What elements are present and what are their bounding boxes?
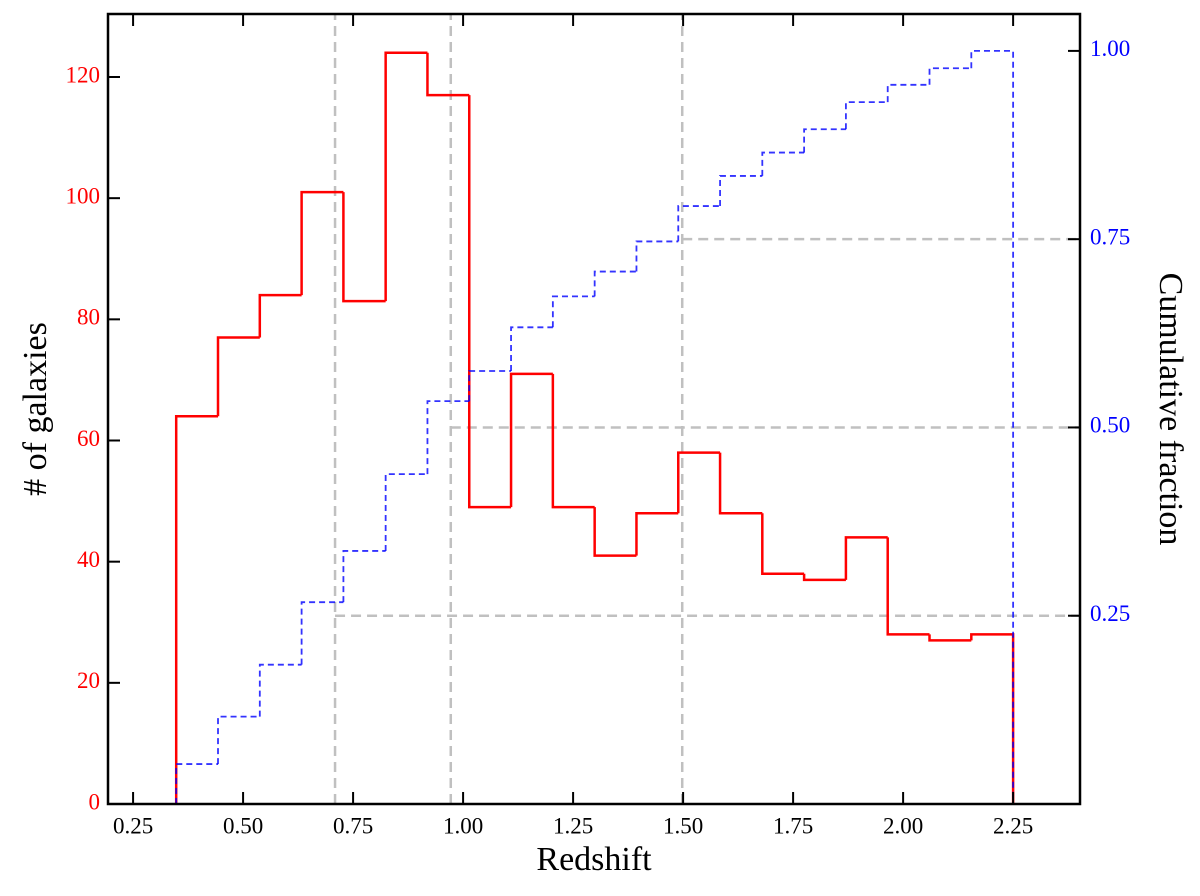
y2-tick-label: 0.75 xyxy=(1090,224,1130,249)
y-tick-label: 80 xyxy=(77,305,100,330)
histogram-step xyxy=(677,205,721,242)
x-tick-label: 2.00 xyxy=(883,813,923,838)
histogram-step xyxy=(342,550,386,603)
y-tick-label: 60 xyxy=(77,426,100,451)
histogram-step xyxy=(258,663,302,717)
histogram-step xyxy=(593,507,637,557)
y-tick-label: 20 xyxy=(77,668,100,693)
histogram-step xyxy=(845,101,888,130)
histogram-step xyxy=(551,373,595,509)
histogram-step xyxy=(426,400,470,475)
x-tick-label: 1.00 xyxy=(443,813,483,838)
histogram-step xyxy=(384,473,428,551)
histogram-step xyxy=(886,83,930,103)
x-tick-label: 1.50 xyxy=(663,813,703,838)
y-tick-label: 100 xyxy=(66,183,101,208)
histogram-step xyxy=(719,175,763,207)
histogram-step xyxy=(635,511,679,556)
histogram-step xyxy=(551,295,595,328)
histogram-step xyxy=(928,634,972,642)
histogram-step xyxy=(761,513,805,576)
x-tick-label: 0.50 xyxy=(223,813,263,838)
x-axis-label: Redshift xyxy=(536,841,652,878)
histogram-step xyxy=(426,52,470,97)
x-tick-label: 1.75 xyxy=(773,813,813,838)
histogram-step xyxy=(216,336,260,417)
histogram-step xyxy=(886,537,930,636)
histogram-step xyxy=(718,452,763,515)
histogram-step xyxy=(174,415,219,804)
histogram-step xyxy=(761,151,805,176)
histogram-step xyxy=(468,95,512,509)
histogram-step xyxy=(844,536,888,580)
histogram-step xyxy=(468,370,512,402)
x-tick-label: 1.25 xyxy=(553,813,593,838)
histogram-step xyxy=(509,372,553,508)
histogram-step xyxy=(217,715,260,765)
histogram-step xyxy=(342,192,386,303)
x-tick-label: 2.25 xyxy=(993,813,1033,838)
x-tick-label: 0.25 xyxy=(113,813,153,838)
plot-frame xyxy=(106,12,1082,806)
histogram-step xyxy=(970,50,1015,804)
histogram-step xyxy=(258,293,302,338)
y-axis-label: # of galaxies xyxy=(17,322,54,496)
x-tick-label: 0.75 xyxy=(333,813,373,838)
histogram-step xyxy=(635,240,679,272)
histogram-step xyxy=(175,763,219,804)
histogram-step xyxy=(300,601,344,665)
histogram-step xyxy=(803,128,846,153)
y2-tick-label: 0.25 xyxy=(1090,601,1130,626)
y-tick-label: 0 xyxy=(89,789,101,814)
y-tick-label: 120 xyxy=(66,62,101,87)
histogram-step xyxy=(928,67,972,85)
histogram-step xyxy=(593,270,637,297)
y2-tick-label: 0.50 xyxy=(1090,413,1130,438)
y2-tick-label: 1.00 xyxy=(1090,36,1130,61)
histogram-step xyxy=(384,51,428,302)
histogram-step xyxy=(677,451,721,514)
y-tick-label: 40 xyxy=(77,547,100,572)
histogram-step xyxy=(300,190,344,296)
histogram-step xyxy=(510,326,553,371)
histogram-step xyxy=(802,573,846,582)
y2-axis-label: Cumulative fraction xyxy=(1152,273,1189,546)
histogram-step xyxy=(970,633,1015,804)
